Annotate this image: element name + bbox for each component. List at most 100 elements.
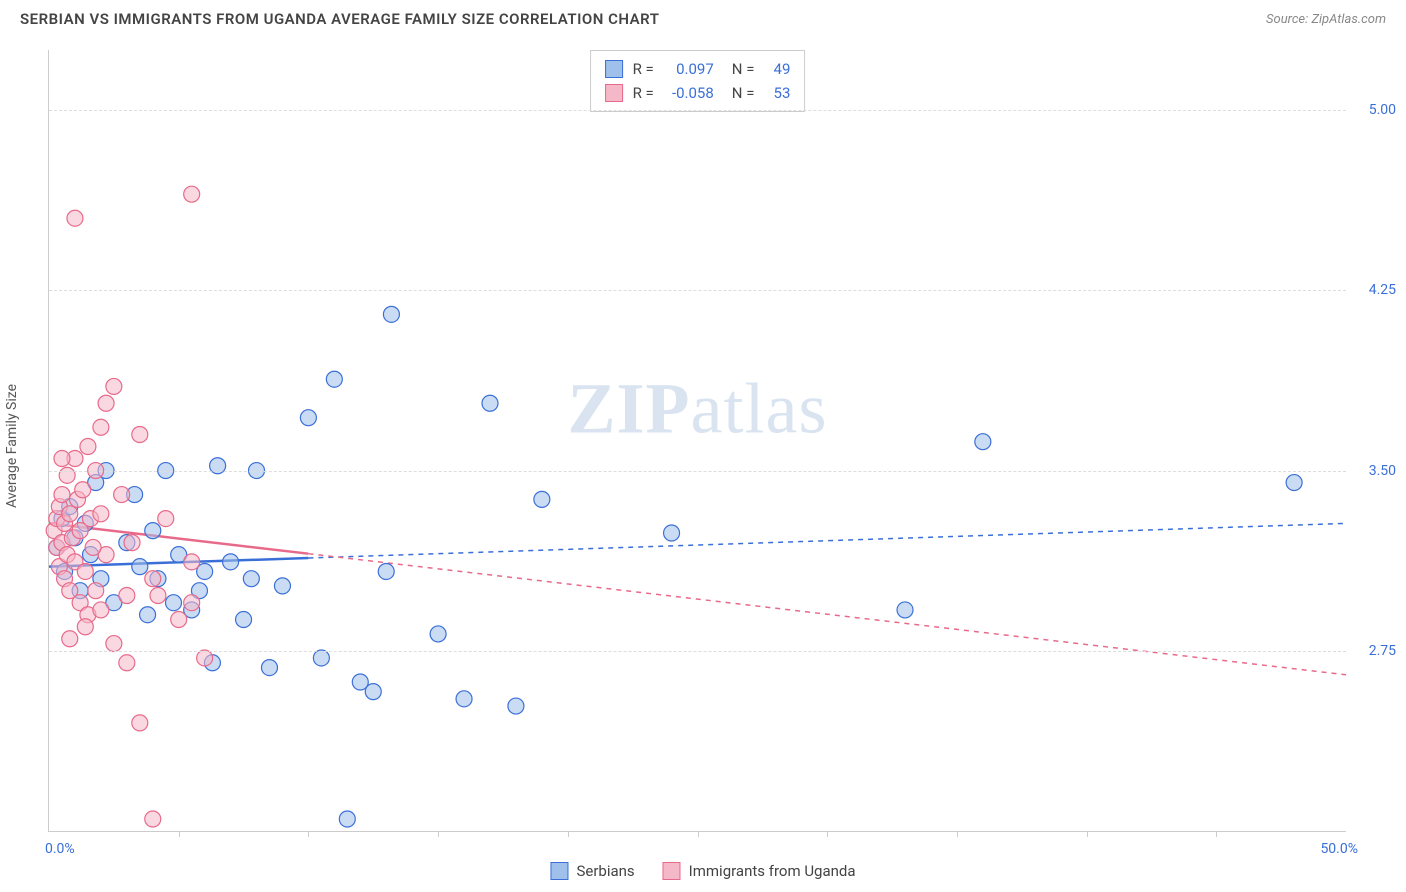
n-value-uganda: 53 [764, 81, 790, 105]
data-point-serbians [456, 691, 472, 707]
gridline [49, 471, 1346, 472]
n-label: N = [732, 81, 755, 105]
data-point-uganda [119, 655, 135, 671]
x-tick [1087, 831, 1088, 837]
data-point-uganda [184, 595, 200, 611]
data-point-uganda [145, 811, 161, 827]
x-tick [957, 831, 958, 837]
chart-title: SERBIAN VS IMMIGRANTS FROM UGANDA AVERAG… [20, 10, 659, 28]
x-tick [698, 831, 699, 837]
legend-swatch-serbians [550, 862, 568, 880]
stats-row-uganda: R = -0.058 N = 53 [605, 81, 791, 105]
x-max-label: 50.0% [1320, 841, 1358, 857]
gridline [49, 290, 1346, 291]
x-tick [179, 831, 180, 837]
legend-label-uganda: Immigrants from Uganda [689, 862, 856, 880]
data-point-serbians [339, 811, 355, 827]
trend-line-serbians-dashed [308, 523, 1346, 558]
gridline [49, 651, 1346, 652]
data-point-serbians [166, 595, 182, 611]
x-tick [1216, 831, 1217, 837]
data-point-serbians [313, 650, 329, 666]
data-point-serbians [664, 525, 680, 541]
stats-legend-box: R = 0.097 N = 49 R = -0.058 N = 53 [590, 50, 806, 112]
legend-item-serbians: Serbians [550, 862, 634, 880]
data-point-uganda [150, 587, 166, 603]
data-point-serbians [534, 491, 550, 507]
data-point-uganda [93, 419, 109, 435]
data-point-serbians [482, 395, 498, 411]
data-point-uganda [88, 583, 104, 599]
data-point-uganda [184, 554, 200, 570]
data-point-serbians [132, 559, 148, 575]
data-point-serbians [430, 626, 446, 642]
data-point-uganda [54, 487, 70, 503]
data-point-uganda [62, 506, 78, 522]
x-tick [308, 831, 309, 837]
data-point-uganda [98, 395, 114, 411]
data-point-uganda [132, 426, 148, 442]
data-point-uganda [67, 210, 83, 226]
data-point-uganda [77, 563, 93, 579]
y-tick-label: 4.25 [1352, 282, 1396, 298]
data-point-uganda [145, 571, 161, 587]
source-label: Source: [1266, 12, 1308, 27]
data-point-serbians [243, 571, 259, 587]
data-point-serbians [1286, 475, 1302, 491]
plot-svg [49, 50, 1346, 831]
data-point-serbians [140, 607, 156, 623]
data-point-serbians [261, 660, 277, 676]
data-point-serbians [300, 410, 316, 426]
data-point-serbians [145, 523, 161, 539]
data-point-uganda [132, 715, 148, 731]
plot-frame: ZIPatlas R = 0.097 N = 49 R = -0.058 N =… [48, 50, 1346, 832]
data-point-uganda [75, 482, 91, 498]
data-point-serbians [326, 371, 342, 387]
data-point-uganda [171, 612, 187, 628]
data-point-serbians [223, 554, 239, 570]
data-point-uganda [93, 602, 109, 618]
legend-swatch-uganda [663, 862, 681, 880]
source-value: ZipAtlas.com [1311, 12, 1386, 27]
data-point-uganda [62, 631, 78, 647]
x-tick [438, 831, 439, 837]
x-tick [568, 831, 569, 837]
data-point-uganda [124, 535, 140, 551]
data-point-uganda [184, 186, 200, 202]
data-point-uganda [158, 511, 174, 527]
data-point-serbians [508, 698, 524, 714]
chart-area: ZIPatlas R = 0.097 N = 49 R = -0.058 N =… [48, 50, 1346, 832]
data-point-serbians [383, 306, 399, 322]
data-point-uganda [85, 539, 101, 555]
trend-line-uganda-dashed [308, 554, 1346, 675]
data-point-serbians [236, 612, 252, 628]
r-label: R = [633, 57, 654, 81]
stats-row-serbians: R = 0.097 N = 49 [605, 57, 791, 81]
data-point-uganda [119, 587, 135, 603]
data-point-uganda [106, 636, 122, 652]
y-axis-label: Average Family Size [4, 384, 20, 508]
n-label: N = [732, 57, 755, 81]
legend-item-uganda: Immigrants from Uganda [663, 862, 856, 880]
legend-label-serbians: Serbians [576, 862, 634, 880]
data-point-serbians [365, 684, 381, 700]
data-point-uganda [93, 506, 109, 522]
r-label: R = [633, 81, 654, 105]
y-tick-label: 5.00 [1352, 102, 1396, 118]
r-value-uganda: -0.058 [664, 81, 714, 105]
data-point-uganda [197, 650, 213, 666]
data-point-uganda [80, 439, 96, 455]
swatch-serbians [605, 60, 623, 78]
x-tick [827, 831, 828, 837]
r-value-serbians: 0.097 [664, 57, 714, 81]
y-tick-label: 2.75 [1352, 643, 1396, 659]
data-point-uganda [106, 378, 122, 394]
bottom-legend: Serbians Immigrants from Uganda [550, 862, 855, 880]
source-attribution: Source: ZipAtlas.com [1266, 12, 1386, 27]
x-min-label: 0.0% [45, 841, 75, 857]
data-point-serbians [274, 578, 290, 594]
data-point-uganda [114, 487, 130, 503]
data-point-serbians [975, 434, 991, 450]
swatch-uganda [605, 84, 623, 102]
n-value-serbians: 49 [764, 57, 790, 81]
